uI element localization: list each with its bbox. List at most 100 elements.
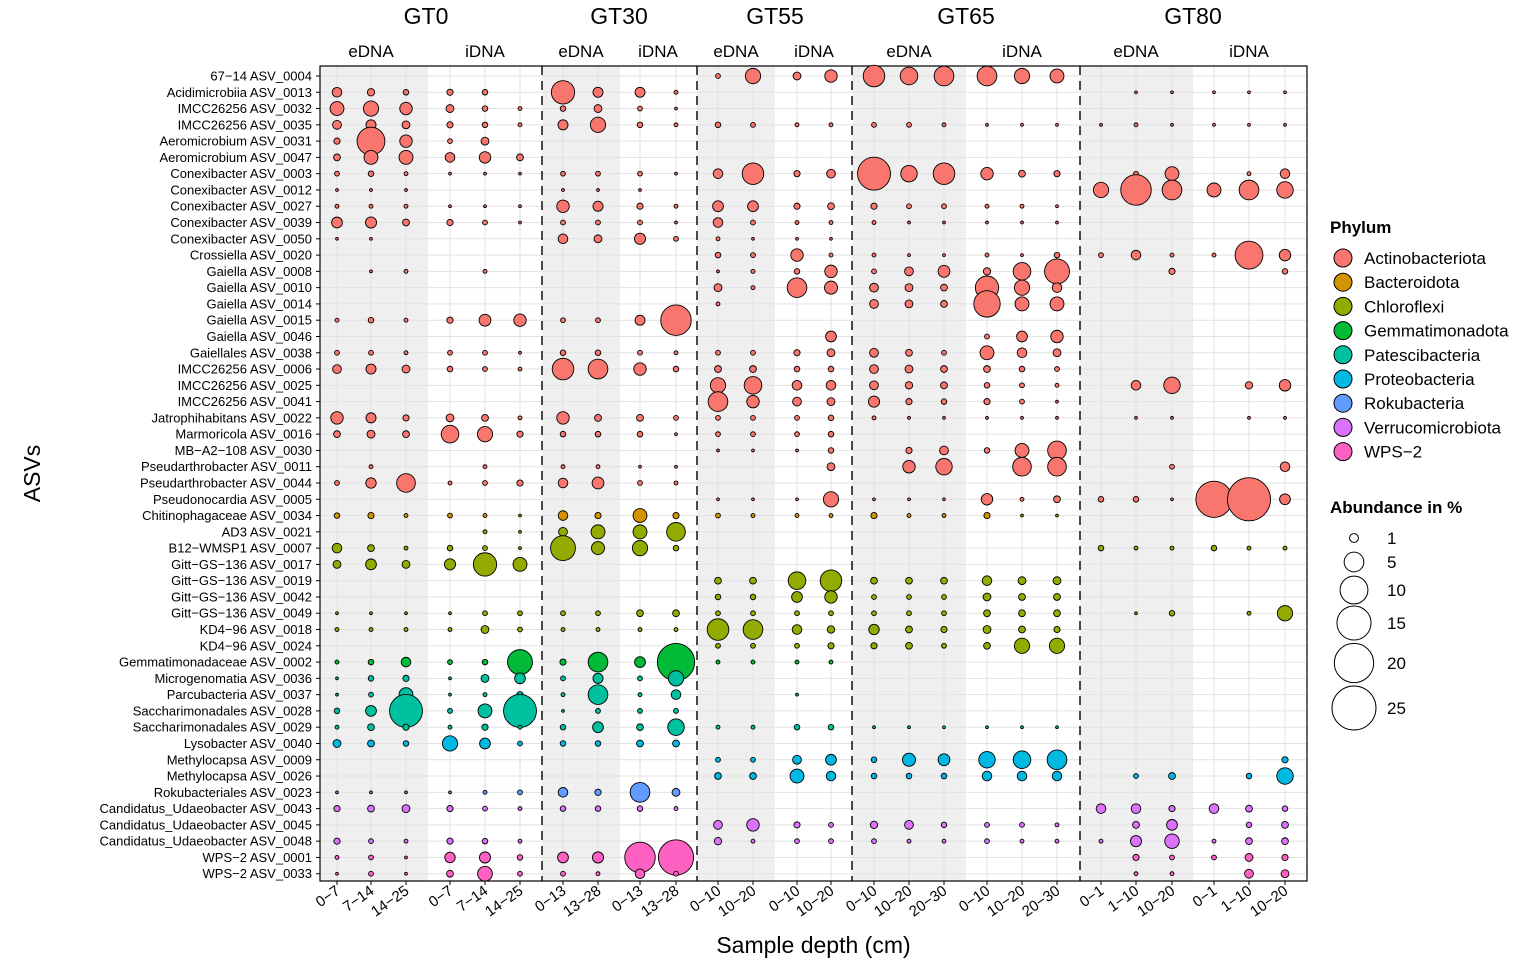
bubble-point xyxy=(1099,122,1103,127)
bubble-point xyxy=(985,122,989,127)
bubble-point xyxy=(907,220,911,225)
bubble-point xyxy=(331,87,343,98)
bubble-point xyxy=(1170,416,1174,420)
bubble-point xyxy=(714,121,722,129)
bubble-point xyxy=(1278,248,1292,262)
bubble-point xyxy=(557,851,569,864)
bubble-point xyxy=(744,67,762,85)
y-tick-label: Gaiella ASV_0015 xyxy=(206,313,312,328)
bubble-point xyxy=(633,362,647,376)
bubble-point xyxy=(1052,348,1062,358)
bubble-point xyxy=(366,88,376,97)
bubble-point xyxy=(364,216,378,229)
y-tick-label: Saccharimonadales ASV_0029 xyxy=(133,720,312,735)
bubble-point xyxy=(983,365,991,373)
y-tick-label: Gaiella ASV_0008 xyxy=(206,264,312,279)
bubble-point xyxy=(404,871,408,876)
bubble-point xyxy=(749,593,757,601)
bubble-point xyxy=(517,838,523,844)
bubble-point xyxy=(481,89,489,96)
bubble-point xyxy=(557,477,569,489)
bubble-point xyxy=(715,659,721,665)
bubble-point xyxy=(825,380,837,391)
bubble-point xyxy=(1170,497,1174,502)
bubble-point xyxy=(1012,262,1032,281)
bubble-point xyxy=(905,576,913,585)
bubble-point xyxy=(747,200,759,213)
bubble-point xyxy=(825,753,837,766)
bubble-point xyxy=(591,541,605,556)
bubble-point xyxy=(1245,772,1253,780)
bubble-point xyxy=(793,170,801,178)
bubble-point xyxy=(793,365,801,373)
group-label: iDNA xyxy=(1229,42,1269,61)
bubble-point xyxy=(368,464,374,470)
bubble-point xyxy=(401,804,411,813)
bubble-point xyxy=(715,236,721,242)
bubble-point xyxy=(404,611,408,616)
bubble-point xyxy=(595,464,601,470)
y-tick-label: AD3 ASV_0021 xyxy=(222,524,312,539)
bubble-point xyxy=(942,416,946,420)
bubble-point xyxy=(446,218,454,227)
bubble-point xyxy=(749,365,757,373)
legend-phylum-label: Verrucomicrobiota xyxy=(1364,418,1502,437)
bubble-point xyxy=(1164,166,1180,182)
bubble-point xyxy=(637,675,643,682)
site-label: GT0 xyxy=(404,3,449,29)
bubble-point xyxy=(367,316,375,324)
y-tick-label: Crossiella ASV_0020 xyxy=(190,248,312,263)
bubble-point xyxy=(786,277,808,298)
y-tick-label: Microgenomatia ASV_0036 xyxy=(154,671,312,686)
bubble-point xyxy=(482,513,488,518)
bubble-point xyxy=(941,513,947,518)
bubble-point xyxy=(636,430,644,438)
bubble-point xyxy=(560,219,566,226)
bubble-point xyxy=(333,512,341,519)
bubble-point xyxy=(595,219,601,226)
y-tick-label: IMCC26256 ASV_0035 xyxy=(178,117,312,132)
bubble-point xyxy=(448,692,452,697)
bubble-point xyxy=(871,252,877,258)
y-tick-label: Conexibacter ASV_0039 xyxy=(170,215,312,230)
bubble-point xyxy=(674,106,678,111)
bubble-point xyxy=(1053,170,1061,178)
bubble-point xyxy=(857,156,891,191)
bubble-point xyxy=(1169,252,1175,258)
bubble-point xyxy=(595,170,601,177)
x-tick-label: 10−20 xyxy=(715,882,759,920)
bubble-point xyxy=(1132,853,1140,862)
bubble-point xyxy=(932,162,956,185)
bubble-point xyxy=(634,314,646,326)
y-tick-label: Candidatus_Udaeobacter ASV_0043 xyxy=(100,801,313,816)
legend-size-title: Abundance in % xyxy=(1330,498,1462,517)
bubble-point xyxy=(557,510,569,521)
bubble-point xyxy=(670,689,682,700)
bubble-point xyxy=(334,203,340,209)
bubble-point xyxy=(749,772,757,780)
bubble-point xyxy=(517,806,523,812)
bubble-point xyxy=(1019,838,1025,844)
bubble-point xyxy=(1170,90,1174,95)
bubble-point xyxy=(482,805,488,812)
legend-phylum-label: Patescibacteria xyxy=(1364,346,1481,365)
bubble-point xyxy=(1210,544,1218,552)
bubble-point xyxy=(1095,803,1107,814)
bubble-point xyxy=(981,575,993,586)
bubble-point xyxy=(870,202,878,210)
bubble-point xyxy=(556,411,570,425)
y-tick-label: Aeromicrobium ASV_0047 xyxy=(160,150,312,165)
bubble-point xyxy=(1282,545,1288,551)
bubble-point xyxy=(1212,90,1216,95)
bubble-point xyxy=(634,86,646,98)
bubble-point xyxy=(369,269,373,274)
bubble-point xyxy=(985,725,989,730)
y-tick-label: Gaiella ASV_0046 xyxy=(206,329,312,344)
bubble-point xyxy=(792,396,802,407)
bubble-point xyxy=(445,413,455,423)
bubble-point xyxy=(794,122,800,128)
bubble-point xyxy=(673,708,679,714)
legend-size-label: 10 xyxy=(1387,581,1406,600)
bubble-point xyxy=(672,511,680,520)
